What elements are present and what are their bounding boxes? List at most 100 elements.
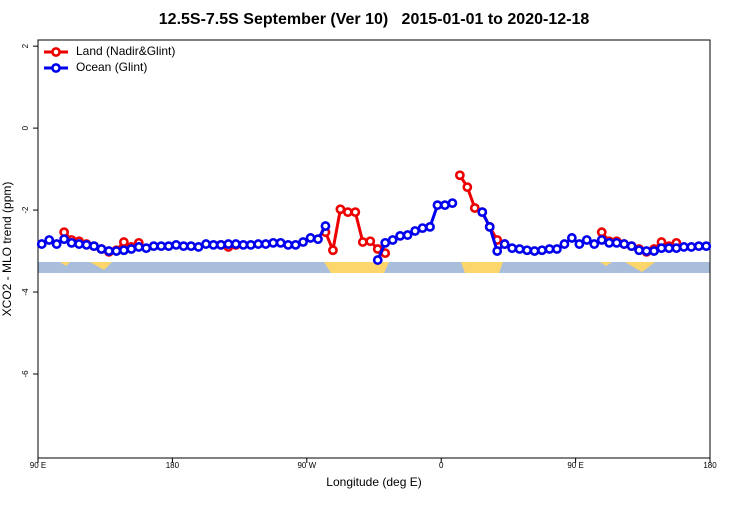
data-point [380,237,391,248]
data-point [260,239,271,249]
data-point [178,241,189,252]
data-point [208,240,219,250]
y-tick-label: -4 [21,288,30,296]
data-point [417,223,428,233]
data-point [499,239,510,249]
data-point [641,246,652,256]
data-point [574,239,585,249]
data-point [350,207,361,218]
x-tick-label: 180 [703,461,717,470]
data-point [245,240,256,250]
data-point [440,200,450,211]
land-band [461,262,503,273]
data-point [589,239,600,249]
data-point [395,230,406,241]
data-point [664,243,674,254]
data-point [148,241,159,252]
data-point [626,241,637,252]
data-point [447,198,458,209]
data-point [365,236,376,247]
data-point [566,233,577,243]
data-point [253,239,264,249]
data-point [283,240,294,250]
data-point [387,235,398,245]
data-point [335,204,346,215]
legend-label: Ocean (Glint) [76,60,147,74]
data-point [118,237,129,247]
data-point [462,182,473,193]
x-tick-label: 90 E [567,461,583,470]
chart-title: 12.5S-7.5S September (Ver 10) 2015-01-01… [159,11,590,28]
data-point [74,239,84,249]
data-point [89,241,99,252]
data-point [141,243,152,254]
land-band [324,262,389,273]
x-tick-label: 90 W [297,461,316,470]
data-point [81,240,92,250]
data-point [275,237,286,248]
data-point [604,237,615,248]
data-point [477,207,488,218]
data-point [454,170,465,181]
data-point [611,237,622,248]
surface-band [38,262,710,273]
data-point [342,207,353,218]
data-point [402,230,413,240]
y-tick-label: 2 [21,43,30,48]
legend-marker [51,63,61,73]
data-point [201,239,211,249]
data-point [686,242,697,252]
data-point [290,240,301,250]
data-point [66,237,77,248]
data-point [701,241,712,252]
data-point [559,239,570,249]
x-tick-label: 0 [439,461,444,470]
series [36,198,712,265]
data-point [186,241,196,252]
x-tick-label: 180 [166,461,180,470]
data-point [596,235,607,245]
data-point [238,240,249,250]
y-tick-label: -2 [21,206,30,214]
data-point [126,244,137,254]
x-tick-label: 90 E [30,461,46,470]
data-point [492,246,503,256]
data-point [357,237,368,247]
data-point [656,243,667,254]
data-point [432,200,443,211]
data-point [410,226,420,236]
data-point [552,244,562,254]
data-point [163,241,174,252]
data-point [649,246,659,256]
data-point [223,239,234,249]
data-point [671,243,682,254]
data-point [425,221,435,232]
data-point [111,246,122,256]
y-tick-label: -6 [21,370,30,378]
data-point [59,234,70,245]
data-point [469,203,480,213]
x-axis-label: Longitude (deg E) [326,475,421,489]
data-point [537,245,547,256]
data-point [133,242,144,252]
data-point [96,244,107,254]
data-point [230,239,241,249]
data-point [529,246,540,256]
data-point [171,240,182,250]
data-point [328,245,338,256]
data-point [693,241,704,252]
data-point [544,244,555,254]
data-point [298,237,308,247]
data-point [619,239,630,249]
data-point [596,227,607,238]
data-point [305,233,316,243]
y-tick-label: 0 [21,125,30,130]
legend: Land (Nadir&Glint) Ocean (Glint) [44,44,175,74]
data-point [678,242,689,252]
data-point [313,234,323,245]
data-point [320,221,331,231]
data-point [634,245,644,256]
data-point [36,239,47,249]
data-point [216,240,226,250]
